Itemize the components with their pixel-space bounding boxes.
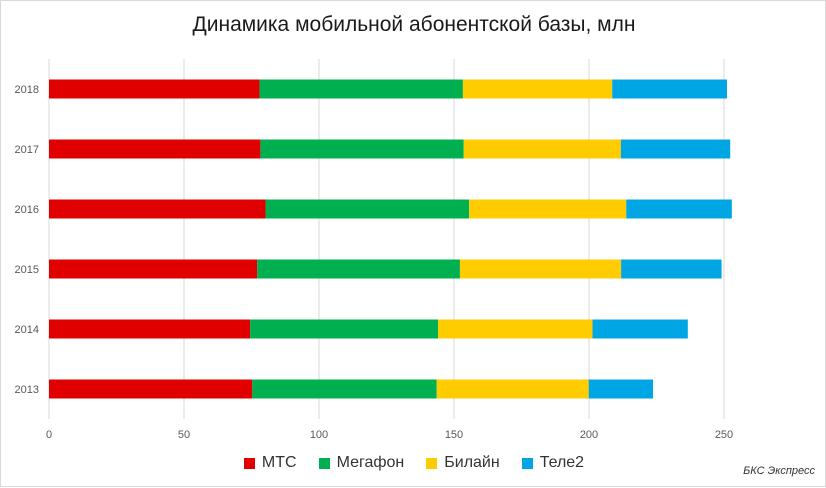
bar-2016-series-3: [626, 199, 732, 219]
bar-2018-series-1: [259, 79, 463, 99]
legend: МТС Мегафон Билайн Теле2: [1, 454, 826, 472]
bar-2014-series-3: [592, 319, 688, 339]
legend-swatch: [521, 457, 533, 469]
bar-2017-series-3: [620, 139, 731, 159]
legend-swatch: [318, 457, 330, 469]
bar-2014-series-0: [49, 319, 251, 339]
legend-label: Теле2: [539, 454, 585, 471]
bar-2016-series-2: [469, 199, 627, 219]
bar-2013-series-1: [252, 379, 437, 399]
bar-2015-series-2: [459, 259, 622, 279]
y-tick-label: 2014: [15, 324, 39, 336]
y-tick-label: 2017: [15, 144, 39, 156]
legend-label: МТС: [261, 454, 297, 471]
bar-2016-series-0: [49, 199, 266, 219]
x-tick-label: 50: [178, 429, 190, 441]
x-tick-label: 250: [715, 429, 733, 441]
bar-2013-series-3: [588, 379, 653, 399]
bar-2015-series-0: [49, 259, 258, 279]
legend-swatch: [243, 457, 255, 469]
x-tick-label: 100: [310, 429, 328, 441]
bar-2017-series-1: [260, 139, 464, 159]
bar-2013-series-2: [436, 379, 589, 399]
bar-2018-series-0: [49, 79, 260, 99]
legend-swatch: [426, 457, 438, 469]
y-tick-label: 2016: [15, 204, 39, 216]
y-tick-label: 2015: [15, 264, 39, 276]
bar-2014-series-1: [250, 319, 439, 339]
y-tick-label: 2013: [15, 384, 39, 396]
legend-item: Билайн: [426, 454, 500, 472]
y-tick-label: 2018: [15, 84, 39, 96]
bar-2014-series-2: [438, 319, 593, 339]
bar-2015-series-3: [621, 259, 722, 279]
bar-2013-series-0: [49, 379, 253, 399]
legend-item: Мегафон: [318, 454, 405, 472]
legend-item: МТС: [243, 454, 297, 472]
bar-2018-series-3: [612, 79, 727, 99]
source-note: БКС Экспресс: [743, 465, 815, 477]
x-tick-label: 200: [580, 429, 598, 441]
legend-item: Теле2: [521, 454, 585, 472]
bar-2018-series-2: [462, 79, 613, 99]
x-tick-label: 150: [445, 429, 463, 441]
bar-2017-series-0: [49, 139, 261, 159]
chart-title: Динамика мобильной абонентской базы, млн: [192, 13, 636, 36]
bar-2016-series-1: [265, 199, 470, 219]
bar-2017-series-2: [463, 139, 621, 159]
legend-label: Билайн: [444, 454, 500, 471]
x-tick-label: 0: [46, 429, 52, 441]
legend-label: Мегафон: [336, 454, 405, 471]
bar-2015-series-1: [257, 259, 460, 279]
